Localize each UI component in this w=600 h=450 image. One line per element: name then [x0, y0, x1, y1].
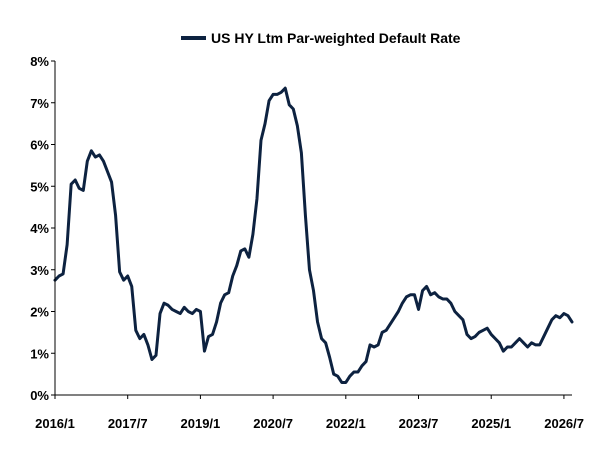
- x-tick-label: 2023/7: [399, 416, 439, 431]
- y-axis-ticks: 0% 1% 2% 3% 4% 5% 6% 7% 8%: [30, 54, 55, 403]
- x-tick-label: 2016/1: [35, 416, 75, 431]
- legend-label: US HY Ltm Par-weighted Default Rate: [211, 30, 461, 46]
- y-tick-label: 7%: [30, 96, 49, 111]
- y-tick-label: 5%: [30, 179, 49, 194]
- x-tick-label: 2025/1: [471, 416, 511, 431]
- y-tick-label: 4%: [30, 221, 49, 236]
- plot-area: 0% 1% 2% 3% 4% 5% 6% 7% 8% 2016/1 2017/7 2019/1 202…: [30, 54, 584, 431]
- y-tick-label: 8%: [30, 54, 49, 69]
- x-tick-label: 2022/1: [326, 416, 366, 431]
- y-tick-label: 2%: [30, 305, 49, 320]
- x-tick-label: 2017/7: [108, 416, 148, 431]
- y-tick-label: 6%: [30, 138, 49, 153]
- y-tick-label: 3%: [30, 263, 49, 278]
- y-tick-label: 1%: [30, 346, 49, 361]
- x-tick-label: 2020/7: [253, 416, 293, 431]
- x-axis-ticks: 2016/1 2017/7 2019/1 2020/7 2022/1 2023/7 2025…: [35, 395, 584, 431]
- axes-layer: [54, 61, 572, 396]
- series-line: [53, 86, 574, 384]
- y-tick-label: 0%: [30, 388, 49, 403]
- x-tick-label: 2019/1: [181, 416, 221, 431]
- series-layer: [53, 86, 574, 384]
- x-tick-label: 2026/7: [544, 416, 584, 431]
- chart-legend: US HY Ltm Par-weighted Default Rate: [181, 30, 461, 46]
